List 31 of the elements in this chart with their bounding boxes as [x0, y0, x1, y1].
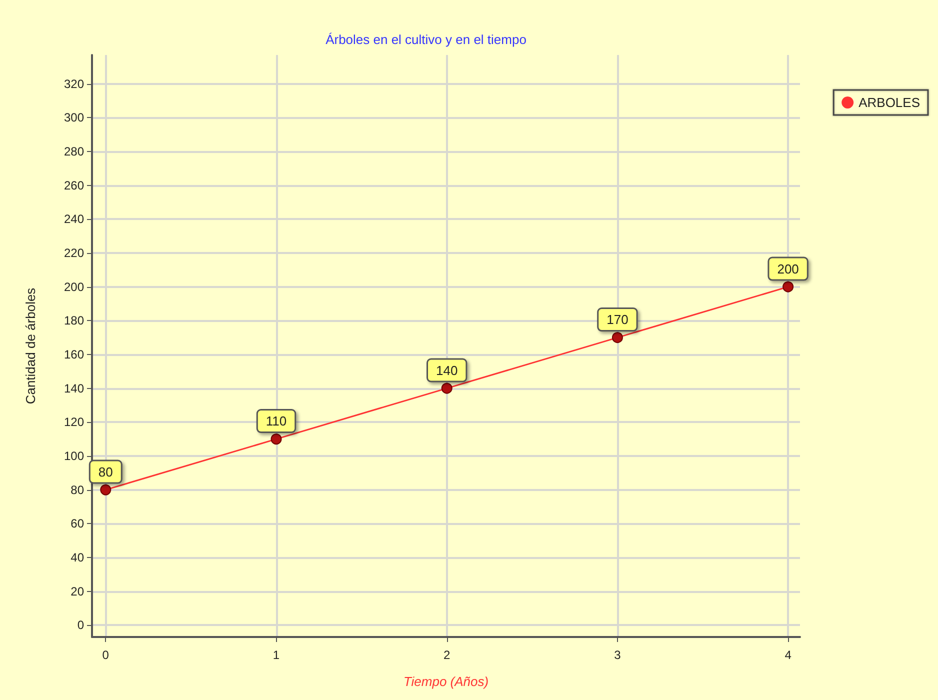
- y-tick-label: 220: [64, 246, 84, 260]
- y-tick-label: 240: [64, 212, 84, 226]
- chart-title: Árboles en el cultivo y en el tiempo: [326, 32, 526, 47]
- y-tick-label: 40: [70, 550, 84, 564]
- y-tick-label: 320: [64, 76, 84, 91]
- x-tick-label: 0: [102, 648, 110, 662]
- x-tick-label: 4: [784, 648, 792, 662]
- y-tick-label: 120: [64, 415, 84, 430]
- data-label: 140: [436, 362, 458, 378]
- y-tick-label: 160: [64, 347, 84, 362]
- y-axis-title: Cantidad de árboles: [23, 287, 38, 404]
- y-tick-label: 60: [70, 516, 84, 531]
- legend-label: ARBOLES: [858, 95, 920, 110]
- y-tick-label: 80: [70, 482, 84, 497]
- data-label: 110: [266, 414, 287, 429]
- y-tick-label: 0: [77, 618, 84, 632]
- y-tick-label: 180: [64, 314, 84, 328]
- data-label: 170: [606, 312, 628, 328]
- y-tick-label: 280: [64, 144, 84, 158]
- y-tick-label: 100: [64, 448, 84, 463]
- y-tick-label: 20: [70, 584, 84, 598]
- x-tick-label: 2: [444, 648, 451, 662]
- y-tick-label: 200: [64, 280, 84, 294]
- y-tick-label: 140: [64, 381, 84, 396]
- x-axis-title: Tiempo (Años): [403, 674, 489, 689]
- x-tick-label: 1: [272, 648, 280, 662]
- data-label: 200: [777, 261, 799, 276]
- x-tick-label: 3: [614, 648, 622, 662]
- y-tick-label: 300: [64, 110, 84, 125]
- data-label: 80: [98, 464, 113, 480]
- y-tick-label: 260: [64, 178, 84, 192]
